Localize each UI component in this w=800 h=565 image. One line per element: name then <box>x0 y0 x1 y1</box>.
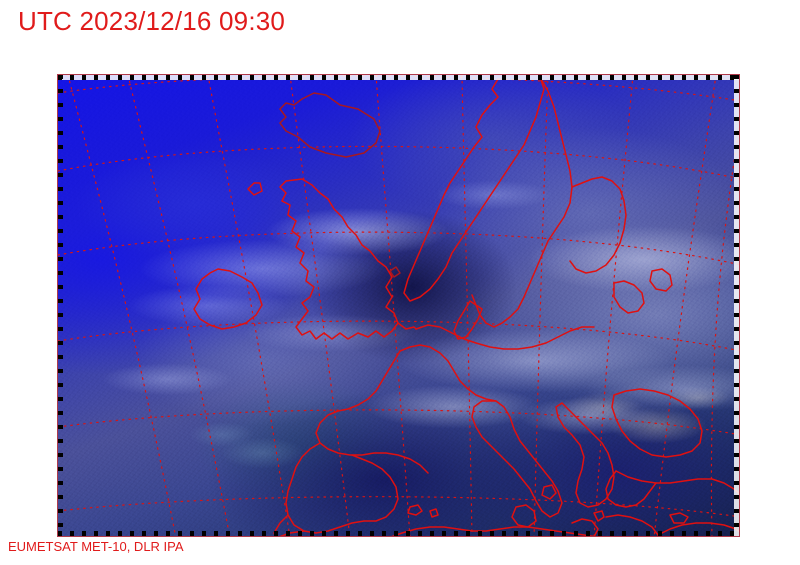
coastline-western-europe <box>315 322 497 474</box>
tick-marks-left <box>58 75 63 536</box>
page-title: UTC 2023/12/16 09:30 <box>18 6 286 36</box>
tick-marks-right <box>734 75 739 536</box>
tick-marks-bottom <box>58 531 739 536</box>
graticule-meridians <box>67 75 739 536</box>
coastline-iceland <box>279 92 401 278</box>
pixel-texture-layer <box>58 75 739 536</box>
graticule-parallels <box>58 75 739 518</box>
coastline-balkans <box>555 402 615 508</box>
tick-marks-top <box>58 75 739 80</box>
satellite-radiance-layer <box>58 75 739 536</box>
image-credit: EUMETSAT MET-10, DLR IPA <box>8 539 184 554</box>
coastline-baltic-denmark <box>415 268 673 350</box>
coastline-scandinavia <box>403 76 627 328</box>
coastline-iberia <box>273 442 399 536</box>
cloud-layer <box>58 75 739 536</box>
coastline-ireland <box>193 268 263 330</box>
coastline-italy <box>471 400 563 528</box>
coastline-islands <box>407 504 689 524</box>
land-surface-layer <box>58 75 739 536</box>
satellite-image-frame: .coast{fill:none;stroke:#e01010;stroke-w… <box>57 74 740 537</box>
coastline-black-sea-turkey <box>571 388 739 536</box>
map-overlay: .coast{fill:none;stroke:#e01010;stroke-w… <box>58 75 739 536</box>
coastline-great-britain <box>247 178 399 340</box>
